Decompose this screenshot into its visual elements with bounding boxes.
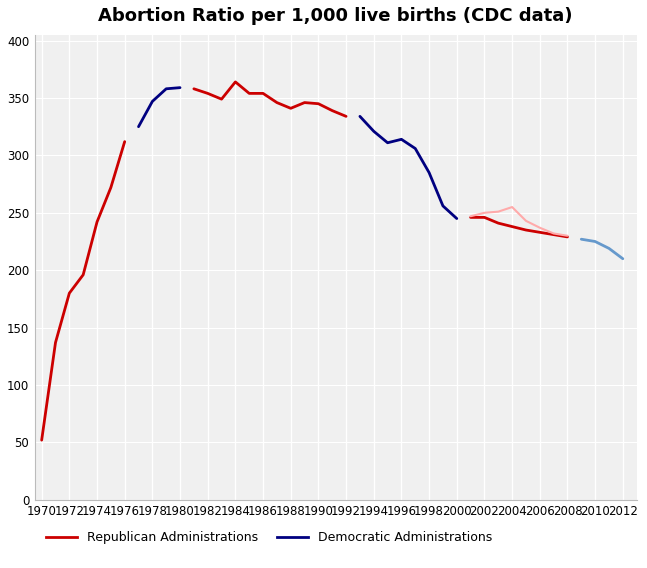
Legend: Republican Administrations, Democratic Administrations: Republican Administrations, Democratic A… bbox=[41, 527, 498, 549]
Title: Abortion Ratio per 1,000 live births (CDC data): Abortion Ratio per 1,000 live births (CD… bbox=[98, 7, 573, 25]
